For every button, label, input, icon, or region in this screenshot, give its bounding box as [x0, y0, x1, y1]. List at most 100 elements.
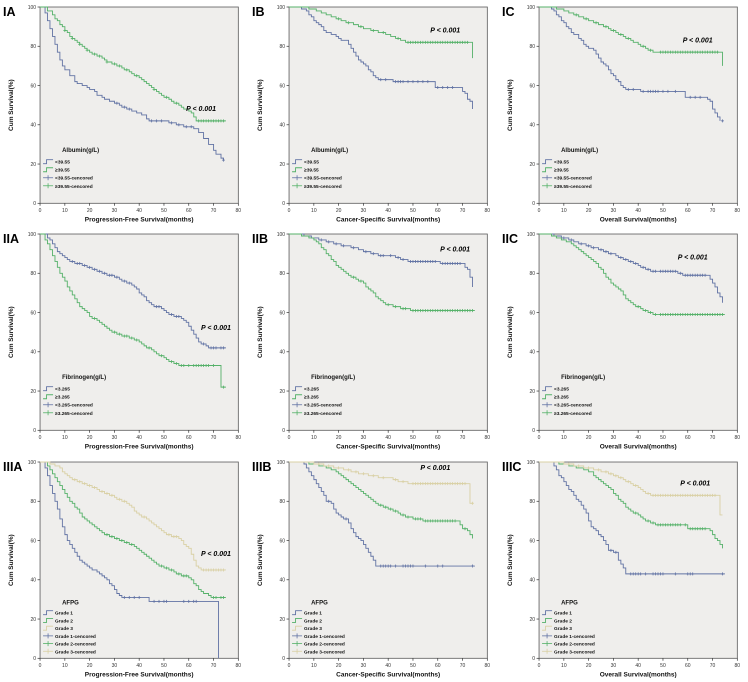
legend-title: Albumin(g/L): [311, 148, 348, 154]
x-tick-label: 30: [610, 208, 616, 214]
censor-marks-Grade 1: [327, 499, 475, 568]
y-tick-label: 100: [28, 459, 37, 465]
legend-step-swatch: [541, 394, 552, 400]
x-axis: 0 10 20 30 40 50 60 70 80: [537, 430, 740, 441]
panel-IIIA: 0 10 20 30 40 50 60 70 80 0 20 40 60 80 100 Progression…: [0, 455, 249, 682]
censor-marks-Grade 2: [379, 503, 467, 530]
censor-marks-≥39.55: [574, 13, 719, 54]
x-axis-label: Overall Survival(months): [599, 216, 676, 223]
legend-item-label: Grade 1-cencored: [55, 634, 96, 640]
x-axis: 0 10 20 30 40 50 60 70 80: [39, 430, 241, 441]
y-axis: 0 20 40 60 80 100: [277, 232, 290, 434]
x-axis: 0 10 20 30 40 50 60 70 80: [288, 203, 491, 214]
plot-area: [538, 6, 738, 204]
censor-marks-Grade 2: [105, 532, 225, 599]
x-tick-label: 20: [585, 208, 591, 214]
legend-item-label: <3.265-cencored: [304, 403, 342, 409]
censor-marks-≥3.265: [352, 276, 475, 313]
x-tick-label: 50: [411, 208, 417, 214]
x-tick-label: 40: [635, 208, 641, 214]
x-tick-label: 60: [435, 435, 441, 441]
y-tick-label: 100: [277, 5, 286, 11]
x-tick-label: 50: [660, 662, 666, 668]
legend-item-label: Grade 3-cencored: [304, 649, 345, 655]
legend: Fibrinogen(g/L) <3.265 ≥3.265 <3.265-cencor…: [43, 376, 106, 417]
x-tick-label: 40: [386, 662, 392, 668]
y-axis: 0 20 40 60 80 100: [28, 459, 41, 662]
x-axis: 0 10 20 30 40 50 60 70 80: [288, 657, 491, 668]
series-Grade 1: [538, 461, 725, 574]
x-tick-label: 10: [311, 662, 317, 668]
legend-step-swatch: [43, 617, 54, 623]
y-tick-label: 60: [280, 538, 286, 544]
y-tick-label: 60: [529, 311, 535, 317]
y-tick-label: 60: [30, 311, 36, 317]
x-tick-label: 60: [685, 435, 691, 441]
y-tick-label: 100: [526, 232, 535, 238]
x-tick-label: 50: [411, 662, 417, 668]
legend-item-label: Grade 3-cencored: [554, 649, 595, 655]
y-tick-label: 40: [529, 123, 535, 129]
y-tick-label: 0: [532, 428, 535, 434]
x-tick-label: 0: [537, 435, 540, 441]
censor-marks-Grade 3: [566, 462, 717, 497]
x-tick-label: 40: [136, 435, 142, 441]
x-tick-label: 60: [186, 662, 192, 668]
censor-marks-≥39.55: [63, 29, 225, 123]
y-tick-label: 0: [283, 656, 286, 662]
y-tick-label: 0: [283, 201, 286, 207]
x-tick-label: 40: [635, 662, 641, 668]
x-axis-label: Progression-Free Survival(months): [85, 671, 194, 678]
x-tick-label: 50: [161, 435, 167, 441]
legend-item-label: Grade 2-cencored: [554, 641, 595, 647]
legend-title: AFPG: [62, 600, 79, 606]
legend: Fibrinogen(g/L) <3.265 ≥3.265 <3.265-cencor…: [292, 376, 355, 417]
series-Grade 1: [289, 461, 476, 567]
x-tick-label: 80: [485, 208, 491, 214]
legend-step-swatch: [541, 609, 552, 615]
censor-marks-Grade 2: [633, 511, 707, 530]
legend-step-swatch: [43, 609, 54, 615]
legend: Fibrinogen(g/L) <3.265 ≥3.265 <3.265-cencor…: [541, 376, 605, 417]
x-tick-label: 10: [561, 208, 567, 214]
legend: Albumin(g/L) <39.55 ≥39.55 <39.55-cencored ≥…: [541, 148, 598, 190]
legend-item-label: Grade 3-cencored: [55, 649, 96, 655]
legend-item-label: Grade 2: [304, 618, 322, 624]
y-tick-label: 80: [529, 499, 535, 505]
legend-title: Albumin(g/L): [62, 148, 99, 154]
y-axis: 0 20 40 60 80 100: [28, 5, 41, 207]
x-axis: 0 10 20 30 40 50 60 70 80: [39, 203, 241, 214]
panel-label: IIB: [252, 232, 268, 246]
y-tick-label: 40: [30, 577, 36, 583]
x-tick-label: 30: [112, 208, 118, 214]
y-tick-label: 60: [280, 83, 286, 89]
y-tick-label: 20: [30, 162, 36, 168]
series-<3.265: [40, 233, 226, 349]
legend-item-label: ≥3.265-cencored: [55, 411, 93, 417]
legend-item-label: <3.265-cencored: [554, 403, 592, 409]
y-axis: 0 20 40 60 80 100: [526, 232, 539, 434]
plot-area: [288, 6, 489, 204]
legend-step-swatch: [292, 394, 303, 400]
y-axis: 0 20 40 60 80 100: [526, 5, 539, 207]
y-axis-label: Cum Survival(%): [257, 534, 264, 586]
legend-item-label: ≥39.55-cencored: [55, 184, 93, 190]
panel-label: IB: [252, 5, 264, 19]
legend-item-label: <39.55-cencored: [554, 176, 592, 182]
x-tick-label: 0: [39, 662, 42, 668]
legend-item-label: Grade 3: [55, 626, 73, 632]
p-value: P < 0.001: [682, 37, 712, 44]
legend-step-swatch: [541, 159, 552, 165]
panel-label: IIIC: [502, 460, 521, 474]
y-tick-label: 100: [28, 232, 37, 238]
x-tick-label: 40: [386, 435, 392, 441]
y-tick-label: 80: [30, 44, 36, 50]
legend-title: AFPG: [311, 600, 328, 606]
y-tick-label: 80: [529, 271, 535, 277]
x-tick-label: 80: [485, 662, 491, 668]
legend-item-label: <3.265-cencored: [55, 403, 93, 409]
legend-item-label: <3.265: [55, 387, 70, 393]
series-<3.265: [538, 233, 723, 304]
censor-marks-<39.55: [379, 78, 455, 89]
